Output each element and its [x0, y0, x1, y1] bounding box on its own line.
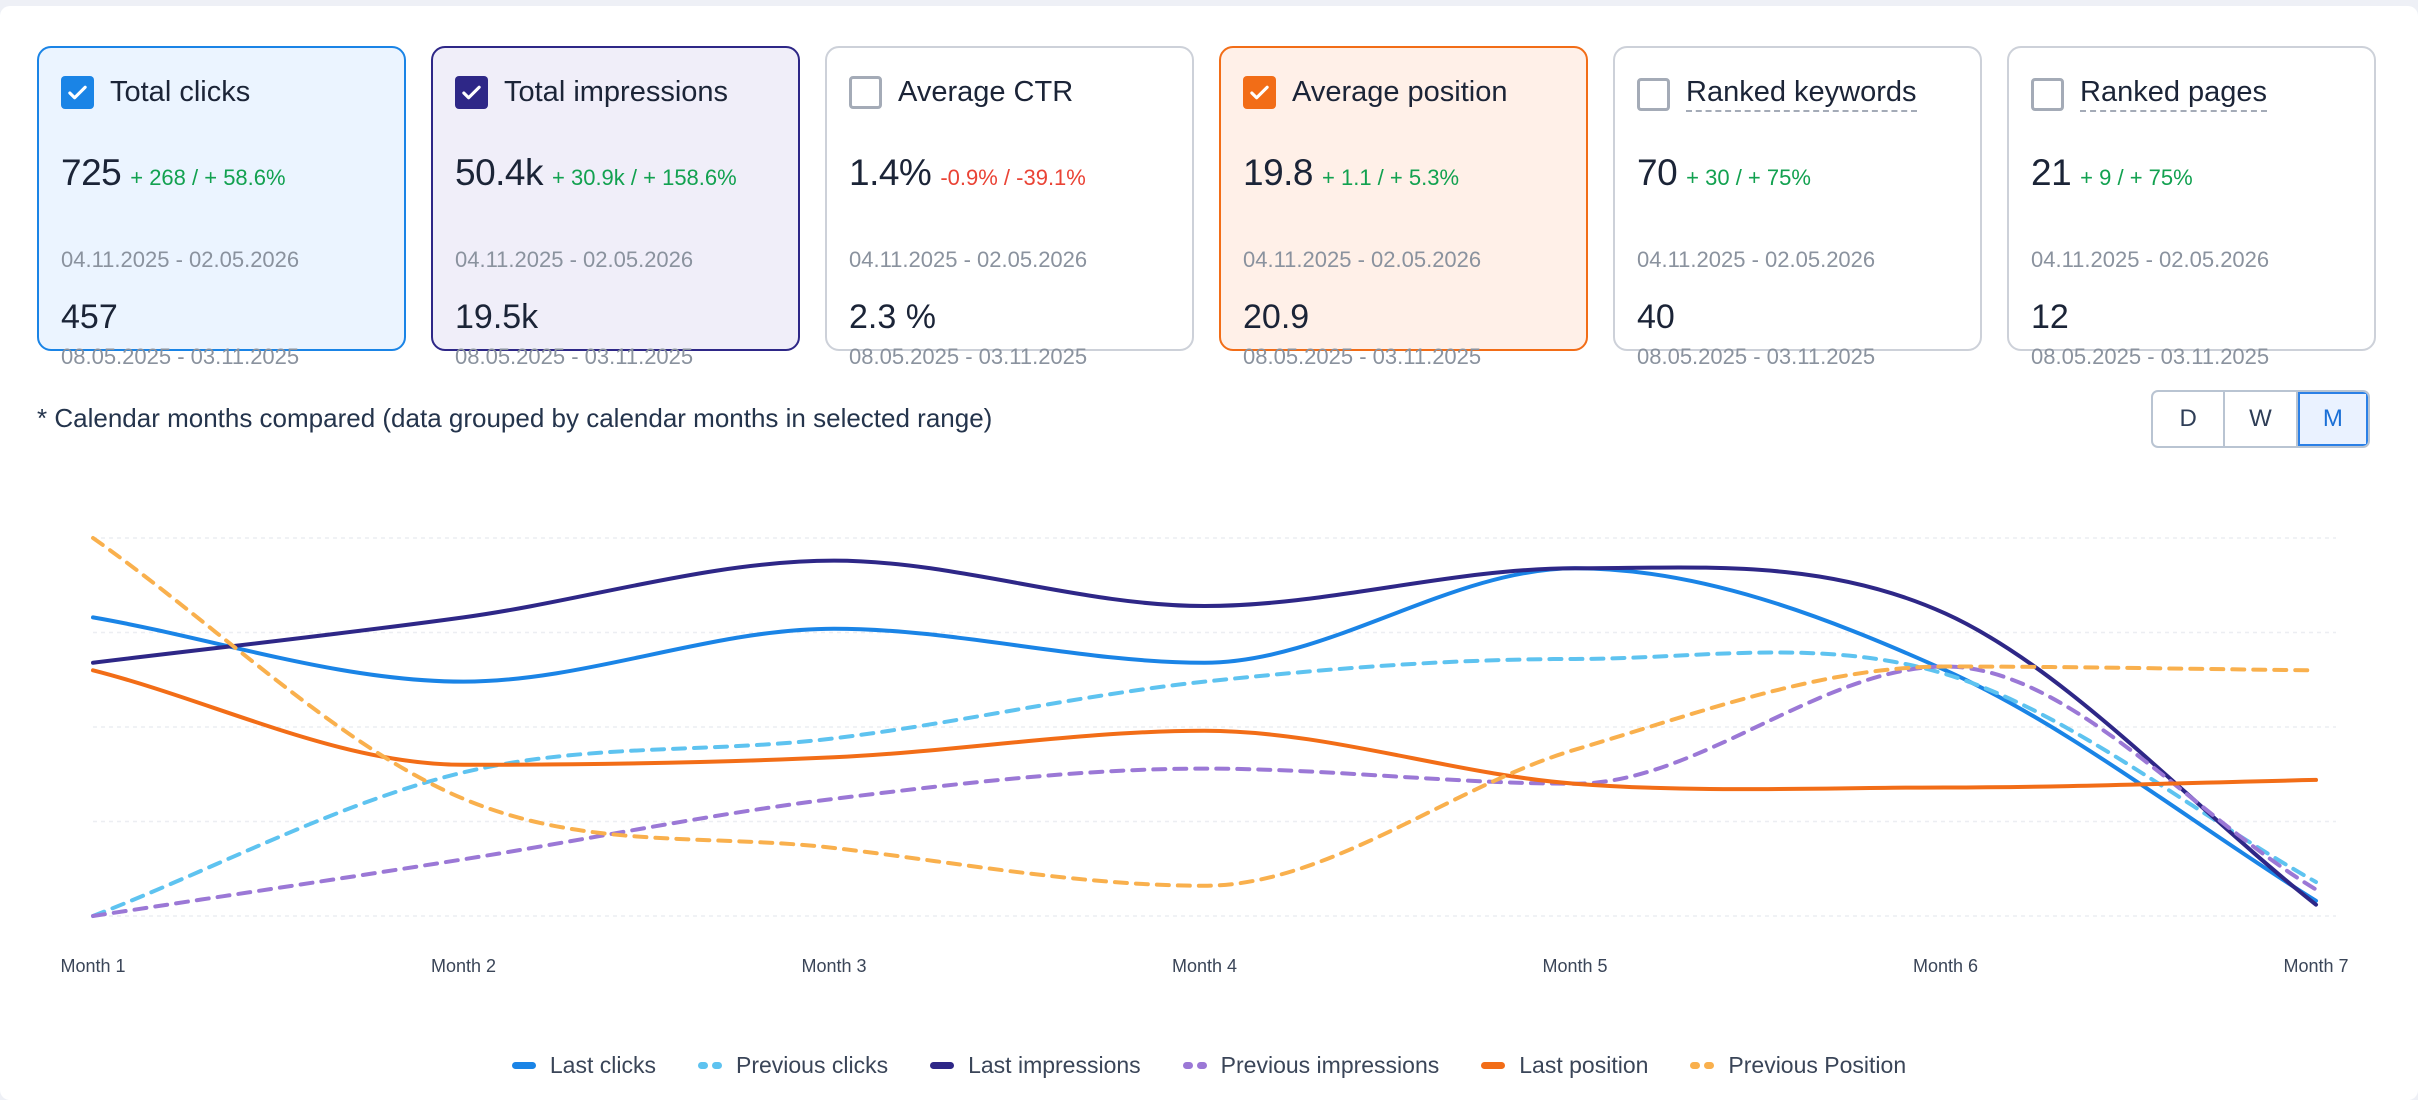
previous-date-range: 08.05.2025 - 03.11.2025	[455, 344, 694, 369]
metric-delta: + 268 / + 58.6%	[130, 165, 286, 190]
metric-previous-value: 2.3 %	[849, 298, 936, 336]
legend-label: Last impressions	[968, 1052, 1141, 1078]
series-line-last-impressions[interactable]	[91, 558, 2318, 907]
current-date-range: 04.11.2025 - 02.05.2026	[1637, 247, 1876, 272]
metric-card-ranked-pages[interactable]: Ranked pages 21 + 9 / + 75% 04.11.2025 -…	[2007, 46, 2376, 369]
series-line-last-position[interactable]	[91, 668, 2318, 792]
x-tick-label: Month 4	[1172, 956, 1237, 976]
legend-item-previous-clicks[interactable]: Previous clicks	[697, 1052, 889, 1079]
previous-date-range: 08.05.2025 - 03.11.2025	[61, 344, 300, 369]
metric-current-value: 50.4k	[455, 152, 544, 193]
legend-swatch-icon	[697, 1062, 722, 1069]
legend-label: Previous clicks	[735, 1052, 889, 1078]
metric-title: Total clicks	[110, 76, 251, 108]
granularity-option-w[interactable]: W	[2225, 392, 2298, 446]
metric-delta: + 1.1 / + 5.3%	[1322, 165, 1459, 190]
metric-previous-value: 20.9	[1243, 298, 1310, 336]
metric-title: Average CTR	[898, 76, 1074, 108]
x-tick-label: Month 1	[60, 956, 125, 976]
current-date-range: 04.11.2025 - 02.05.2026	[2031, 247, 2270, 272]
chart-note: * Calendar months compared (data grouped…	[37, 403, 993, 433]
previous-date-range: 08.05.2025 - 03.11.2025	[1243, 344, 1482, 369]
legend-swatch-icon	[511, 1062, 536, 1069]
current-date-range: 04.11.2025 - 02.05.2026	[849, 247, 1088, 272]
legend-item-previous-position[interactable]: Previous Position	[1690, 1052, 1906, 1079]
legend-swatch-icon	[1182, 1062, 1207, 1069]
metric-previous-value: 457	[61, 298, 118, 336]
current-date-range: 04.11.2025 - 02.05.2026	[61, 247, 300, 272]
series-line-previous-impressions[interactable]	[91, 664, 2318, 918]
metric-title: Ranked keywords	[1686, 76, 1917, 112]
legend-swatch-icon	[1690, 1062, 1715, 1069]
metric-title: Total impressions	[504, 76, 729, 108]
checkbox-unchecked-icon[interactable]	[2031, 77, 2064, 111]
metric-current-value: 725	[61, 152, 122, 193]
metric-card-ranked-keywords[interactable]: Ranked keywords 70 + 30 / + 75% 04.11.20…	[1613, 46, 1982, 369]
metric-delta: + 30.9k / + 158.6%	[552, 165, 737, 190]
x-tick-label: Month 7	[2283, 956, 2348, 976]
legend-label: Previous Position	[1728, 1052, 1907, 1078]
metric-previous-value: 19.5k	[455, 298, 539, 336]
metric-card-total-clicks[interactable]: Total clicks 725 + 268 / + 58.6% 04.11.2…	[37, 46, 406, 369]
x-tick-label: Month 3	[801, 956, 866, 976]
checkbox-checked-icon[interactable]	[1243, 76, 1276, 109]
legend-label: Last position	[1519, 1052, 1649, 1078]
metric-current-value: 70	[1637, 152, 1678, 193]
x-tick-label: Month 6	[1913, 956, 1978, 976]
metric-card-total-impressions[interactable]: Total impressions 50.4k + 30.9k / + 158.…	[431, 46, 800, 369]
metric-delta: + 9 / + 75%	[2080, 165, 2193, 190]
metric-delta: -0.9% / -39.1%	[940, 165, 1086, 190]
legend-item-last-impressions[interactable]: Last impressions	[930, 1052, 1141, 1079]
metric-cards: Total clicks 725 + 268 / + 58.6% 04.11.2…	[37, 46, 2376, 369]
legend-label: Previous impressions	[1220, 1052, 1440, 1078]
legend-item-last-position[interactable]: Last position	[1481, 1052, 1648, 1079]
metric-title: Average position	[1292, 76, 1508, 108]
metric-previous-value: 12	[2031, 298, 2069, 336]
granularity-option-d[interactable]: D	[2153, 392, 2226, 446]
metric-current-value: 1.4%	[849, 152, 932, 193]
current-date-range: 04.11.2025 - 02.05.2026	[455, 247, 694, 272]
metric-delta: + 30 / + 75%	[1686, 165, 1811, 190]
metric-card-average-position[interactable]: Average position 19.8 + 1.1 / + 5.3% 04.…	[1219, 46, 1588, 369]
metric-title: Ranked pages	[2080, 76, 2268, 112]
metric-previous-value: 40	[1637, 298, 1675, 336]
previous-date-range: 08.05.2025 - 03.11.2025	[2031, 344, 2270, 369]
x-tick-label: Month 5	[1542, 956, 1607, 976]
series-line-previous-position[interactable]	[91, 536, 2318, 888]
checkbox-unchecked-icon[interactable]	[849, 76, 882, 109]
chart-legend: Last clicks Previous clicks Last impressio…	[0, 1052, 2418, 1079]
metric-card-average-ctr[interactable]: Average CTR 1.4% -0.9% / -39.1% 04.11.20…	[825, 46, 1194, 369]
metric-current-value: 19.8	[1243, 152, 1314, 193]
previous-date-range: 08.05.2025 - 03.11.2025	[849, 344, 1088, 369]
series-line-last-clicks[interactable]	[91, 566, 2318, 903]
legend-swatch-icon	[1481, 1062, 1506, 1069]
checkbox-checked-icon[interactable]	[455, 76, 488, 109]
metric-current-value: 21	[2031, 152, 2072, 193]
granularity-option-m[interactable]: M	[2297, 392, 2368, 446]
checkbox-unchecked-icon[interactable]	[1637, 77, 1670, 111]
x-tick-label: Month 2	[431, 956, 496, 976]
checkbox-checked-icon[interactable]	[61, 76, 94, 109]
previous-date-range: 08.05.2025 - 03.11.2025	[1637, 344, 1876, 369]
series-line-previous-clicks[interactable]	[91, 650, 2318, 918]
legend-swatch-icon	[930, 1062, 955, 1069]
legend-item-previous-impressions[interactable]: Previous impressions	[1182, 1052, 1440, 1079]
legend-label: Last clicks	[549, 1052, 656, 1078]
legend-item-last-clicks[interactable]: Last clicks	[511, 1052, 656, 1079]
current-date-range: 04.11.2025 - 02.05.2026	[1243, 247, 1482, 272]
